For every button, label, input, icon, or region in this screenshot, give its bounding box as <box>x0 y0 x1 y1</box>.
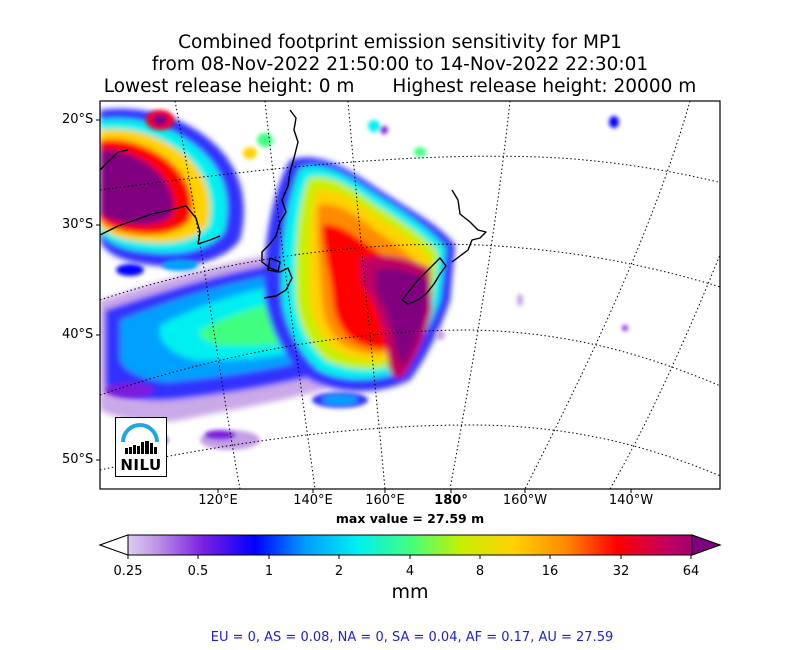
colorbar-unit: mm <box>391 581 429 603</box>
lon-label-160w: 160°W <box>502 493 548 508</box>
lat-label-40s: 40°S <box>62 327 94 342</box>
colorbar-tick-1: 0.5 <box>187 564 209 579</box>
graticule <box>100 101 720 489</box>
title-line-3: Lowest release height: 0 m Highest releas… <box>0 76 800 98</box>
lowest-release-height: Lowest release height: 0 m <box>103 76 355 97</box>
colorbar-tick-8: 64 <box>682 564 700 579</box>
title-line-1: Combined footprint emission sensitivity … <box>178 32 622 53</box>
nilu-logo: NILU <box>115 417 167 477</box>
lon-label-180: 180° <box>434 493 468 508</box>
max-value-label: max value = 27.59 m <box>335 511 485 526</box>
colorbar-tick-0: 0.25 <box>113 564 143 579</box>
lon-label-140e: 140°E <box>293 493 333 508</box>
coastlines <box>100 109 487 305</box>
nilu-logo-mark <box>121 423 159 454</box>
colorbar-tick-7: 32 <box>612 564 630 579</box>
title-line-2: from 08-Nov-2022 21:50:00 to 14-Nov-2022… <box>151 54 649 75</box>
colorbar-tick-4: 4 <box>405 564 415 579</box>
colorbar-tick-3: 2 <box>334 564 344 579</box>
lon-label-140w: 140°W <box>608 493 654 508</box>
colorbar-tick-6: 16 <box>541 564 559 579</box>
highest-release-height: Highest release height: 20000 m <box>392 76 697 97</box>
colorbar-tick-5: 8 <box>475 564 485 579</box>
lat-label-20s: 20°S <box>62 112 94 127</box>
map-frame <box>99 100 721 490</box>
sensitivity-field <box>100 108 628 450</box>
lon-label-160e: 160°E <box>365 493 405 508</box>
region-stats: EU = 0, AS = 0.08, NA = 0, SA = 0.04, AF… <box>210 630 614 645</box>
colorbar-tick-2: 1 <box>264 564 274 579</box>
lat-label-50s: 50°S <box>62 452 94 467</box>
lat-label-30s: 30°S <box>62 217 94 232</box>
nilu-logo-text: NILU <box>120 456 162 474</box>
lon-label-120e: 120°E <box>198 493 238 508</box>
